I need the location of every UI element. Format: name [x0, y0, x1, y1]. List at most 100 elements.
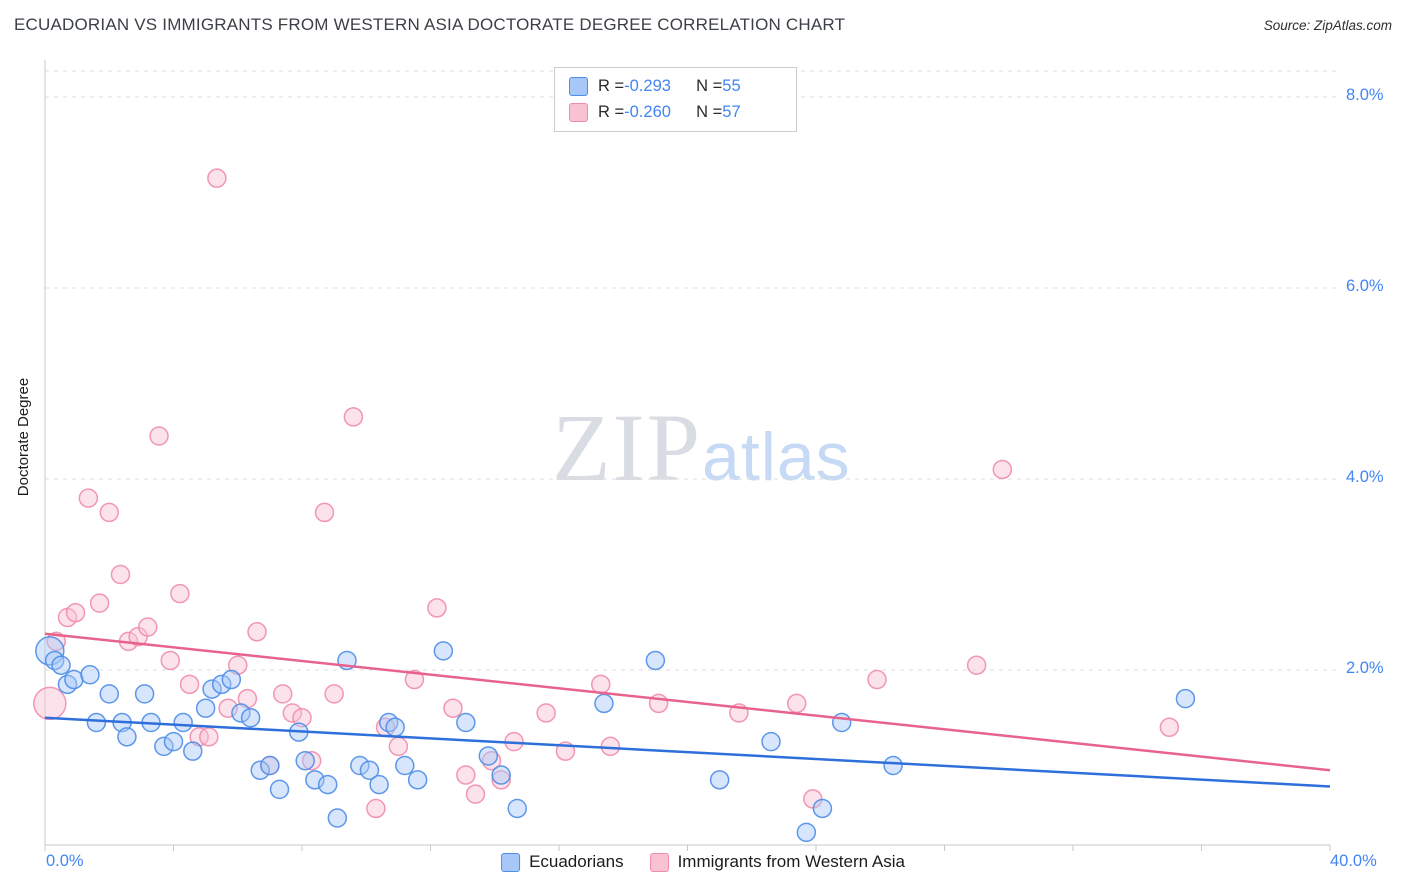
n-label: N =	[696, 103, 723, 121]
scatter-point-ecuadorians	[831, 712, 852, 733]
scatter-point-western-asia	[536, 703, 556, 723]
scatter-point-ecuadorians	[395, 755, 415, 776]
watermark-atlas: atlas	[702, 419, 851, 495]
x-axis-min-label: 0.0%	[46, 852, 84, 870]
scatter-point-western-asia	[301, 750, 322, 771]
scatter-point-ecuadorians	[269, 779, 290, 800]
scatter-point-ecuadorians	[507, 798, 527, 819]
scatter-point-western-asia	[282, 703, 303, 723]
scatter-point-ecuadorians	[350, 755, 370, 776]
n-value: 55	[722, 77, 741, 95]
scatter-point-western-asia	[343, 407, 364, 427]
page-title: ECUADORIAN VS IMMIGRANTS FROM WESTERN AS…	[14, 15, 846, 34]
y-tick-label: 6.0%	[1346, 277, 1384, 295]
legend-row: R = -0.293 N = 55	[569, 77, 782, 96]
y-tick-label: 2.0%	[1346, 659, 1384, 677]
trend-line-western-asia	[44, 632, 1331, 772]
scatter-point-western-asia	[247, 622, 267, 642]
scatter-point-western-asia	[443, 698, 463, 718]
bottom-legend-label: Ecuadorians	[529, 852, 624, 871]
r-value: -0.293	[624, 77, 671, 95]
scatter-point-ecuadorians	[173, 712, 193, 733]
scatter-point-ecuadorians	[202, 679, 222, 699]
scatter-point-ecuadorians	[51, 655, 71, 675]
scatter-point-ecuadorians	[134, 684, 155, 704]
scatter-point-ecuadorians	[99, 684, 119, 704]
scatter-point-ecuadorians	[812, 798, 833, 819]
scatter-point-western-asia	[272, 684, 293, 704]
scatter-point-western-asia	[992, 459, 1013, 480]
scatter-point-western-asia	[78, 488, 99, 508]
scatter-point-ecuadorians	[295, 750, 315, 771]
r-value: -0.260	[624, 103, 671, 121]
scatter-point-ecuadorians	[385, 717, 405, 738]
scatter-point-ecuadorians	[456, 712, 476, 733]
scatter-point-western-asia	[404, 669, 425, 690]
scatter-point-western-asia	[314, 502, 335, 523]
scatter-point-western-asia	[427, 598, 447, 618]
scatter-point-ecuadorians	[407, 770, 428, 790]
x-axis-max-label: 40.0%	[1330, 852, 1377, 870]
scatter-point-ecuadorians	[433, 641, 454, 661]
legend-row: R = -0.260 N = 57	[569, 103, 782, 122]
scatter-point-western-asia	[160, 650, 181, 671]
scatter-point-western-asia	[207, 168, 227, 188]
scatter-point-western-asia	[465, 784, 486, 804]
legend-swatch	[501, 852, 521, 872]
scatter-point-western-asia	[867, 669, 887, 690]
scatter-point-western-asia	[170, 583, 190, 604]
scatter-point-ecuadorians	[478, 746, 499, 766]
scatter-point-western-asia	[33, 686, 67, 721]
scatter-point-western-asia	[491, 770, 511, 790]
n-value: 57	[722, 103, 741, 121]
scatter-point-ecuadorians	[761, 731, 781, 752]
scatter-point-western-asia	[388, 736, 409, 757]
scatter-point-western-asia	[99, 502, 119, 523]
scatter-point-ecuadorians	[211, 674, 232, 695]
scatter-point-ecuadorians	[154, 736, 174, 757]
scatter-point-western-asia	[179, 674, 200, 695]
scatter-point-western-asia	[366, 798, 386, 819]
scatter-point-ecuadorians	[117, 727, 137, 747]
scatter-point-western-asia	[786, 693, 807, 714]
scatter-point-western-asia	[89, 593, 110, 613]
scatter-point-ecuadorians	[645, 650, 666, 671]
scatter-point-ecuadorians	[1175, 688, 1196, 709]
y-tick-label: 4.0%	[1346, 468, 1384, 486]
scatter-point-western-asia	[149, 426, 169, 446]
legend-swatch	[569, 77, 588, 96]
bottom-legend-item: Ecuadorians	[501, 852, 624, 872]
scatter-point-ecuadorians	[317, 774, 338, 795]
scatter-point-ecuadorians	[221, 669, 242, 690]
scatter-point-ecuadorians	[64, 669, 84, 690]
scatter-point-ecuadorians	[883, 755, 903, 776]
scatter-point-western-asia	[138, 617, 158, 637]
y-tick-label: 8.0%	[1346, 86, 1384, 104]
scatter-point-western-asia	[591, 674, 611, 695]
r-label: R =	[598, 103, 625, 121]
scatter-point-western-asia	[456, 765, 476, 785]
scatter-point-ecuadorians	[231, 703, 251, 723]
scatter-point-ecuadorians	[491, 765, 511, 785]
r-label: R =	[598, 77, 625, 95]
bottom-legend: Ecuadorians Immigrants from Western Asia	[501, 852, 905, 872]
legend-swatch	[649, 852, 669, 872]
scatter-point-ecuadorians	[594, 693, 614, 714]
scatter-point-ecuadorians	[80, 665, 100, 685]
scatter-point-ecuadorians	[183, 741, 203, 761]
correlation-legend-box: R = -0.293 N = 55 R = -0.260 N = 57	[554, 67, 798, 132]
scatter-point-ecuadorians	[86, 712, 107, 733]
scatter-point-ecuadorians	[163, 731, 184, 752]
scatter-point-western-asia	[110, 564, 131, 585]
n-label: N =	[696, 77, 723, 95]
scatter-point-ecuadorians	[359, 760, 380, 781]
scatter-point-western-asia	[324, 684, 344, 704]
y-axis-label: Doctorate Degree	[15, 377, 32, 497]
source-label: Source: ZipAtlas.com	[1263, 18, 1392, 33]
scatter-point-ecuadorians	[796, 822, 817, 843]
scatter-point-ecuadorians	[369, 774, 389, 795]
scatter-point-western-asia	[600, 736, 621, 757]
scatter-point-western-asia	[1159, 717, 1180, 738]
scatter-point-western-asia	[65, 602, 86, 623]
